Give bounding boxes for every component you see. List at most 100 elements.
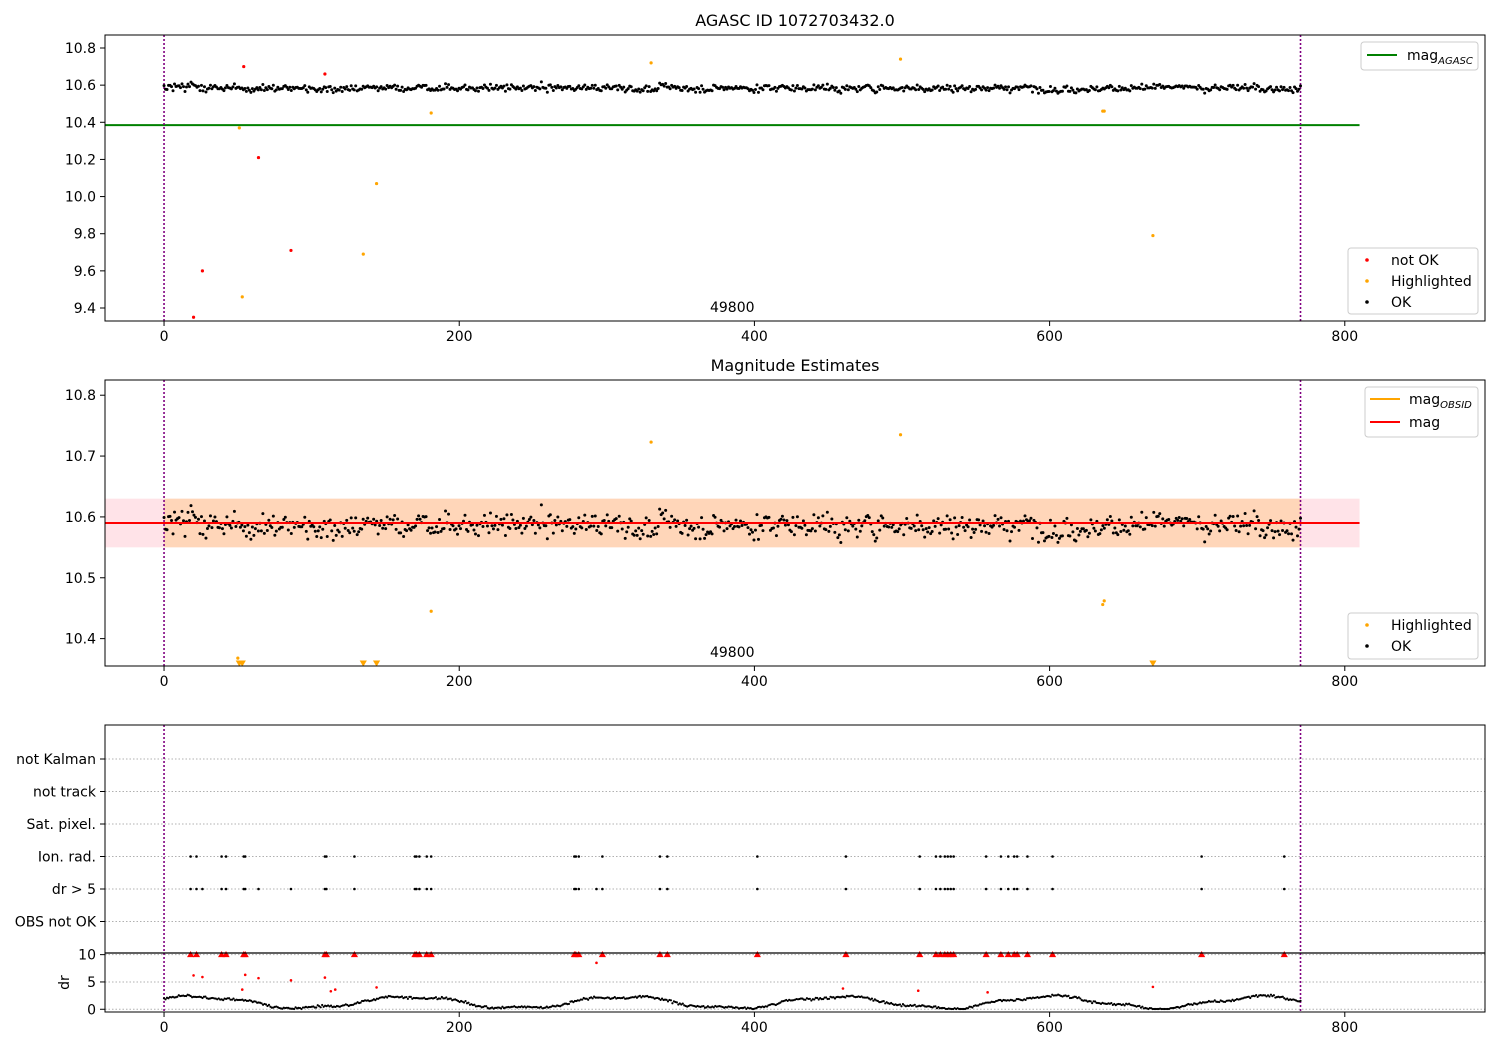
ok-point	[1054, 89, 1058, 93]
ok-point	[599, 89, 603, 93]
ok-point	[375, 519, 379, 523]
ok-point	[1243, 82, 1247, 86]
dr-point	[822, 997, 825, 1001]
ok-point	[605, 513, 609, 517]
ok-point	[388, 517, 392, 521]
ok-point	[539, 503, 543, 507]
ok-point	[1048, 518, 1052, 522]
ok-point	[921, 528, 925, 532]
ok-point	[661, 511, 665, 515]
ok-point	[259, 88, 263, 92]
dr-flag	[429, 887, 433, 891]
highlighted-point	[361, 252, 365, 256]
dr-point	[825, 996, 828, 999]
ok-point	[845, 84, 849, 88]
ok-point	[1270, 529, 1274, 533]
dr-outlier-point	[375, 986, 378, 989]
ok-point	[1144, 516, 1148, 520]
ok-point	[1140, 82, 1144, 86]
ok-point	[250, 87, 254, 91]
ok-point	[719, 518, 723, 522]
ok-point	[632, 533, 636, 537]
dr-outlier-point	[289, 979, 293, 982]
dr-clipped-marker	[187, 951, 195, 958]
not-ok-point	[289, 248, 293, 253]
ok-point	[448, 528, 452, 532]
highlighted-point	[1102, 109, 1106, 113]
ok-point	[795, 83, 799, 87]
dr-point	[464, 999, 467, 1003]
ok-point	[376, 532, 380, 536]
ok-point	[162, 84, 166, 88]
legend-marker	[1365, 279, 1369, 283]
dr-point	[833, 997, 837, 1000]
ok-point	[951, 90, 955, 94]
ok-point	[774, 89, 778, 93]
ok-point	[1105, 518, 1109, 522]
ok-point	[424, 83, 428, 87]
agasc-magnitude-panel: AGASC ID 1072703432.0 49800 0 200 400 600 800 9…	[65, 11, 1486, 345]
dr-point	[1091, 1002, 1094, 1005]
flag-label: Sat. pixel.	[27, 817, 96, 833]
ok-point	[626, 87, 630, 91]
highlighted-point	[429, 111, 433, 115]
ok-point	[825, 510, 829, 514]
ok-point	[509, 512, 513, 516]
ok-point	[1013, 525, 1017, 529]
dr-point	[292, 1007, 296, 1011]
ok-point	[472, 528, 476, 532]
ok-point	[303, 84, 307, 88]
ok-point	[623, 536, 627, 540]
highlighted-point	[649, 440, 653, 444]
ok-point	[205, 526, 209, 530]
dr-point	[745, 1007, 748, 1011]
ok-point	[1228, 514, 1232, 518]
ok-point	[656, 525, 660, 529]
ok-point	[463, 513, 467, 517]
ok-point	[710, 89, 714, 93]
ok-point	[1158, 83, 1162, 87]
dr-point	[659, 998, 662, 1002]
legend-marker	[1365, 300, 1369, 304]
ok-point	[433, 530, 437, 534]
ok-point	[752, 538, 756, 542]
ok-point	[718, 525, 722, 529]
ok-point	[1290, 532, 1294, 536]
ok-point	[771, 526, 775, 530]
legend-label: not OK	[1391, 253, 1439, 269]
ok-point	[945, 514, 949, 518]
ok-point	[476, 89, 480, 93]
dr-point	[501, 1005, 504, 1008]
dr-outlier-point	[192, 974, 195, 977]
dr-clipped-marker	[916, 951, 924, 958]
ok-point	[668, 87, 672, 91]
ok-point	[966, 87, 970, 91]
ok-point	[987, 89, 991, 93]
ok-point	[878, 88, 882, 92]
legend-marker	[1365, 644, 1369, 648]
ok-point	[331, 538, 335, 542]
ok-point	[417, 514, 421, 518]
ok-point	[1252, 509, 1256, 513]
ok-point	[442, 526, 446, 530]
dr-point	[164, 998, 167, 1001]
flag-label: dr > 5	[52, 882, 96, 898]
ok-point	[280, 525, 284, 529]
ok-point	[196, 517, 200, 521]
dr-clipped-marker	[241, 951, 249, 958]
ok-point	[1246, 89, 1250, 93]
ion-rad-flag	[1282, 855, 1286, 858]
ok-point	[518, 86, 522, 90]
ok-point	[662, 517, 666, 521]
ok-point	[372, 517, 376, 521]
ok-point	[229, 526, 233, 530]
dr-flag	[666, 887, 669, 891]
ok-point	[533, 531, 537, 535]
ok-point	[399, 88, 403, 92]
ok-point	[271, 514, 275, 518]
legend-label: Highlighted	[1391, 618, 1472, 634]
ok-point	[962, 525, 966, 529]
ok-point	[761, 529, 765, 533]
ok-point	[435, 525, 439, 529]
